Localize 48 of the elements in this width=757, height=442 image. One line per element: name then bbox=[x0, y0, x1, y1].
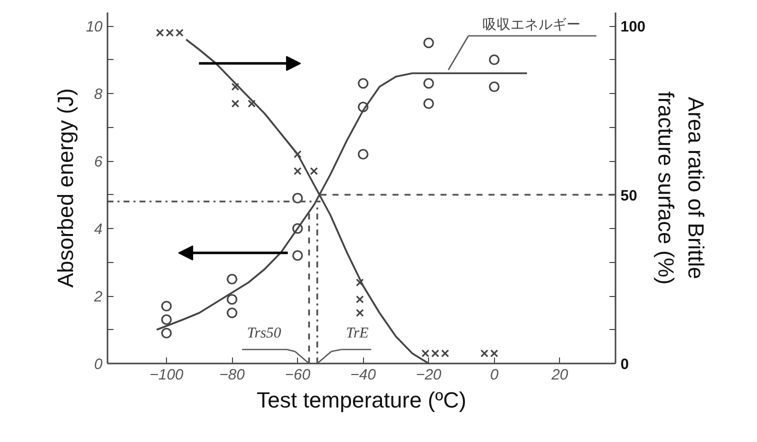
y-axis-title: Absorbed energy (J) bbox=[52, 88, 78, 288]
point bbox=[292, 192, 303, 204]
x-tick-label: −40 bbox=[350, 366, 377, 384]
point bbox=[423, 78, 434, 89]
y-tick-label: 8 bbox=[94, 86, 104, 103]
point bbox=[356, 295, 364, 304]
point bbox=[161, 314, 172, 325]
x-tick-label: −20 bbox=[416, 366, 442, 384]
point bbox=[226, 308, 238, 318]
point bbox=[292, 250, 303, 261]
point bbox=[488, 81, 500, 92]
point bbox=[292, 223, 303, 234]
x-tick-label: −60 bbox=[284, 366, 311, 384]
y-tick-label: 6 bbox=[94, 154, 104, 170]
point bbox=[294, 167, 302, 176]
point bbox=[231, 100, 240, 108]
y-tick-label: 10 bbox=[86, 18, 104, 36]
y2-tick-label: 50 bbox=[620, 187, 638, 204]
point bbox=[226, 294, 238, 305]
point bbox=[356, 308, 364, 317]
y-tick-label: 2 bbox=[93, 288, 104, 306]
y-tick-label: 4 bbox=[94, 221, 102, 238]
point bbox=[488, 54, 500, 66]
x-tick-label: 20 bbox=[550, 366, 569, 384]
point bbox=[423, 98, 434, 109]
annotation: TrE bbox=[346, 326, 369, 342]
x-tick-label: 0 bbox=[490, 366, 500, 384]
y2-axis-title: Area ratio of Brittle fracture surface (%) bbox=[654, 91, 709, 285]
point bbox=[310, 167, 318, 176]
annotation: Trs50 bbox=[246, 326, 282, 342]
point bbox=[358, 102, 368, 112]
point bbox=[226, 274, 238, 284]
point bbox=[248, 100, 256, 108]
point bbox=[356, 278, 364, 286]
point bbox=[423, 38, 434, 48]
x-axis-title: Test temperature (ºC) bbox=[256, 388, 466, 412]
point bbox=[161, 328, 172, 338]
point bbox=[358, 78, 368, 89]
x-tick-label: −100 bbox=[150, 366, 184, 384]
x-tick-label: −80 bbox=[219, 366, 246, 384]
y2-tick-label: 100 bbox=[620, 18, 646, 36]
y2-tick-label: 0 bbox=[620, 356, 629, 373]
point bbox=[231, 82, 240, 91]
point bbox=[294, 150, 302, 158]
y-tick-label: 0 bbox=[94, 356, 104, 373]
annotation: 吸収エネルギー bbox=[482, 16, 580, 33]
point bbox=[161, 300, 172, 312]
point bbox=[358, 148, 368, 160]
